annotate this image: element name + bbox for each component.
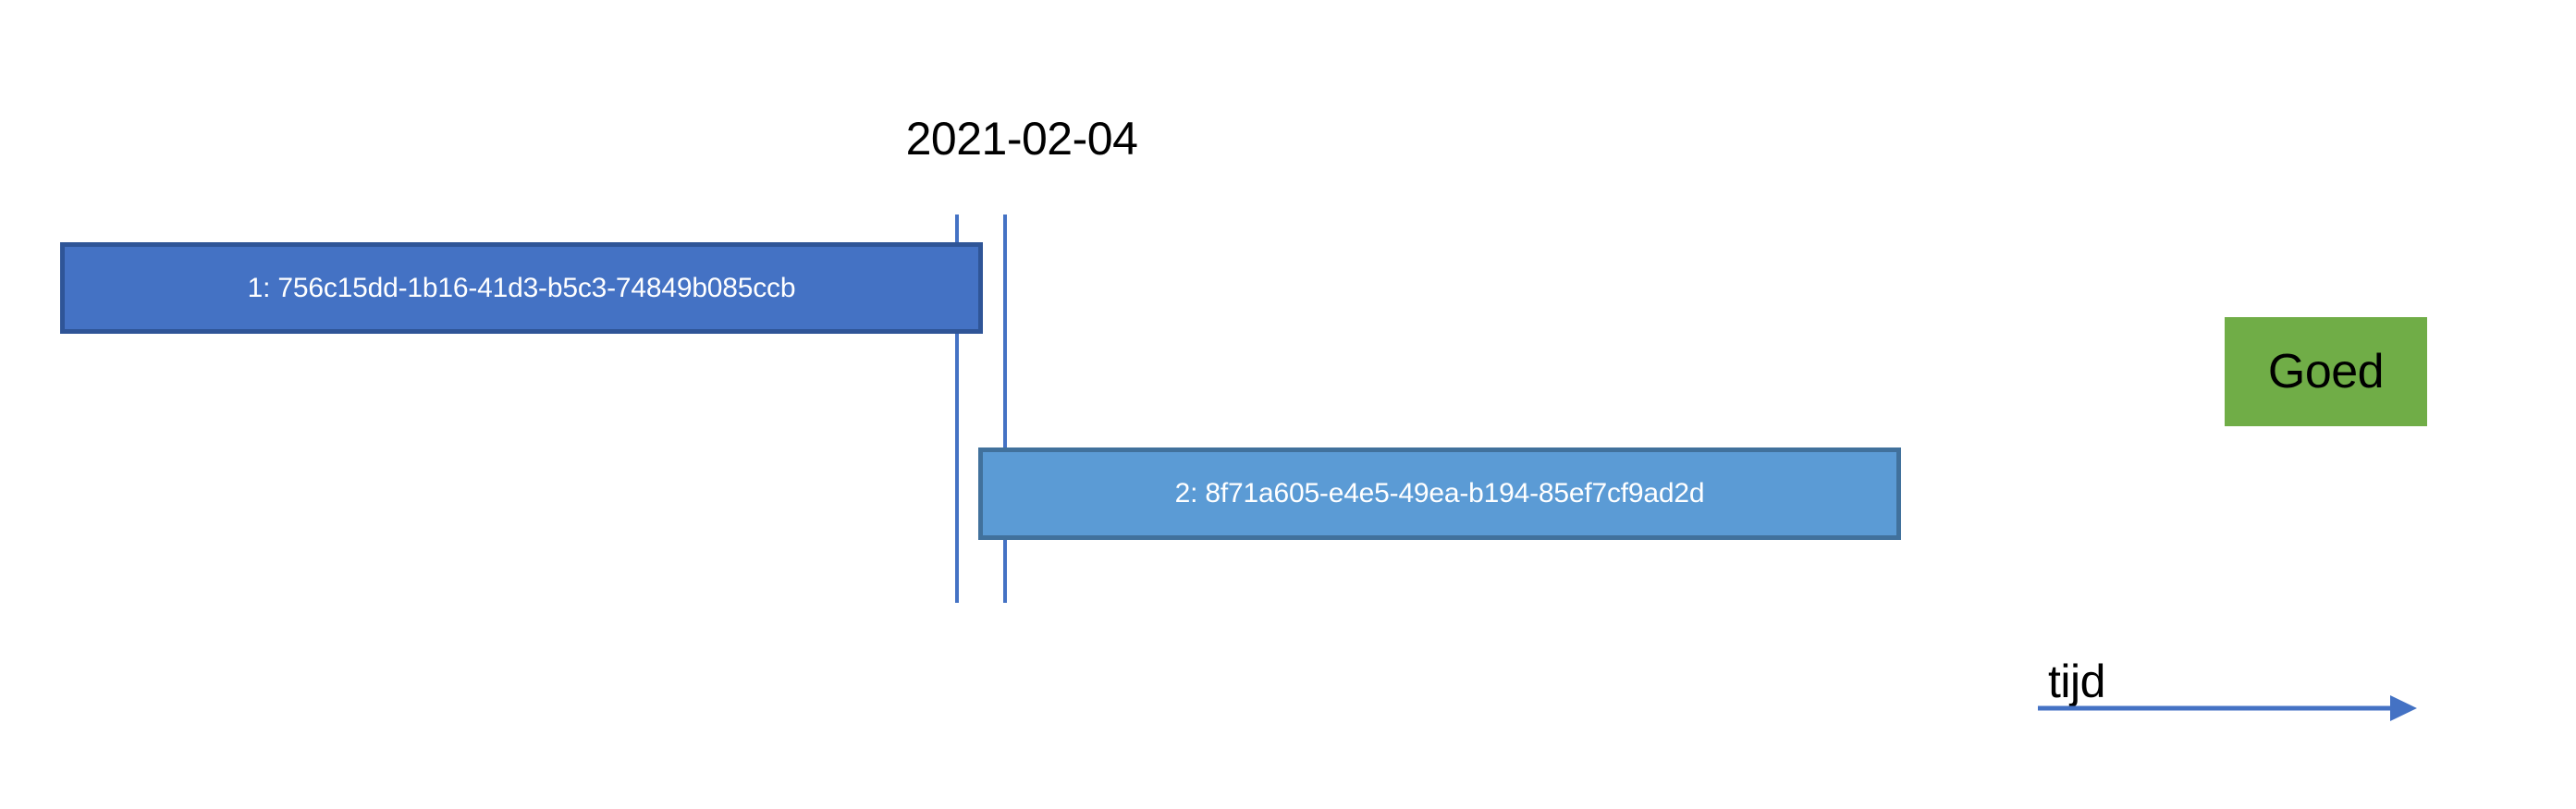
guide-line-2 (1003, 215, 1007, 603)
guide-line-1 (955, 215, 959, 603)
timeline-bar-2-label: 2: 8f71a605-e4e5-49ea-b194-85ef7cf9ad2d (1174, 478, 1705, 509)
time-axis-arrow-icon (2038, 695, 2417, 721)
timeline-bar-1[interactable]: 1: 756c15dd-1b16-41d3-b5c3-74849b085ccb (60, 242, 983, 334)
status-badge[interactable]: Goed (2225, 317, 2427, 426)
time-axis-label: tijd (2048, 656, 2105, 707)
timeline-bar-1-label: 1: 756c15dd-1b16-41d3-b5c3-74849b085ccb (247, 272, 796, 303)
timeline-bar-2[interactable]: 2: 8f71a605-e4e5-49ea-b194-85ef7cf9ad2d (978, 447, 1901, 540)
date-label: 2021-02-04 (905, 113, 1138, 165)
status-badge-label: Goed (2267, 345, 2385, 398)
